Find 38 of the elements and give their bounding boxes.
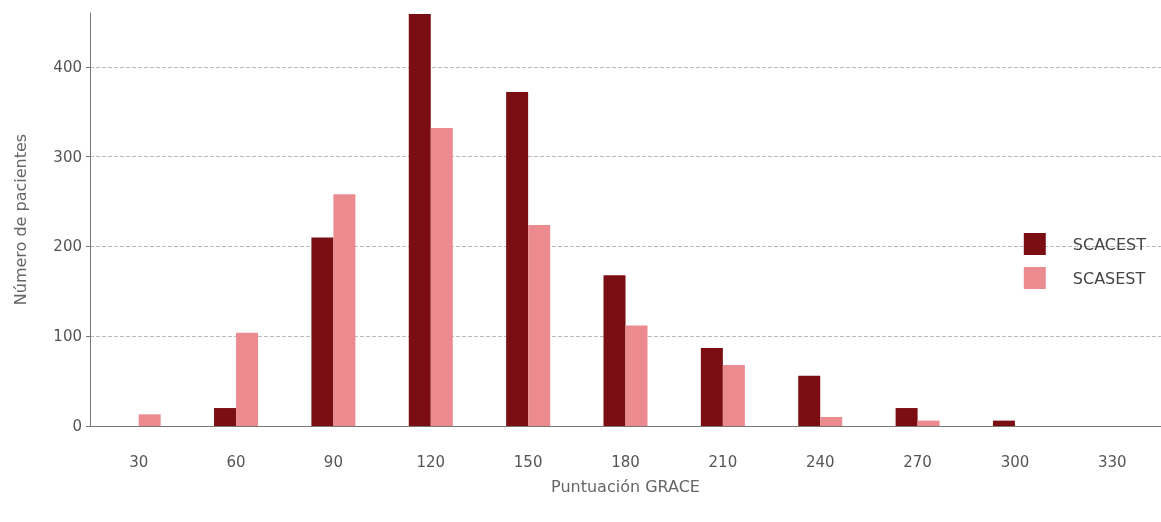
x-tick-label: 210 <box>708 452 738 471</box>
y-axis-title: Número de pacientes <box>10 133 30 306</box>
bar <box>700 347 723 426</box>
x-tick-label: 270 <box>903 452 932 471</box>
bar <box>506 92 529 426</box>
x-tick-label: 60 <box>226 452 246 471</box>
x-tick-label: 180 <box>611 452 640 471</box>
legend-label: SCACEST <box>1072 234 1147 254</box>
bar <box>236 332 259 426</box>
bar <box>820 417 843 426</box>
x-tick-label: 150 <box>513 452 543 471</box>
x-tick-label: 120 <box>416 452 446 471</box>
x-tick-label: 330 <box>1098 452 1127 471</box>
bar <box>625 325 648 426</box>
y-tick-label: 300 <box>53 147 82 166</box>
y-tick-label: 0 <box>72 417 82 435</box>
y-tick-label: 400 <box>53 57 82 76</box>
x-tick-label: 30 <box>129 452 149 471</box>
x-tick-label: 300 <box>1000 452 1030 471</box>
bar <box>138 414 161 426</box>
bar <box>603 275 626 426</box>
bar <box>214 408 237 426</box>
bar <box>430 127 453 426</box>
bar <box>408 13 431 426</box>
x-tick-label: 240 <box>805 452 835 471</box>
bar <box>722 364 745 426</box>
bar <box>333 194 356 426</box>
bar <box>311 237 334 426</box>
bar <box>798 375 821 426</box>
x-axis-title: Puntuación GRACE <box>551 476 700 496</box>
legend-label: SCASEST <box>1072 268 1146 288</box>
y-tick-label: 100 <box>53 327 82 346</box>
y-tick-label: 200 <box>53 237 82 256</box>
bar <box>528 224 551 426</box>
bar <box>895 408 918 426</box>
bar <box>917 420 940 426</box>
bar <box>992 420 1015 426</box>
x-tick-label: 90 <box>323 452 343 471</box>
